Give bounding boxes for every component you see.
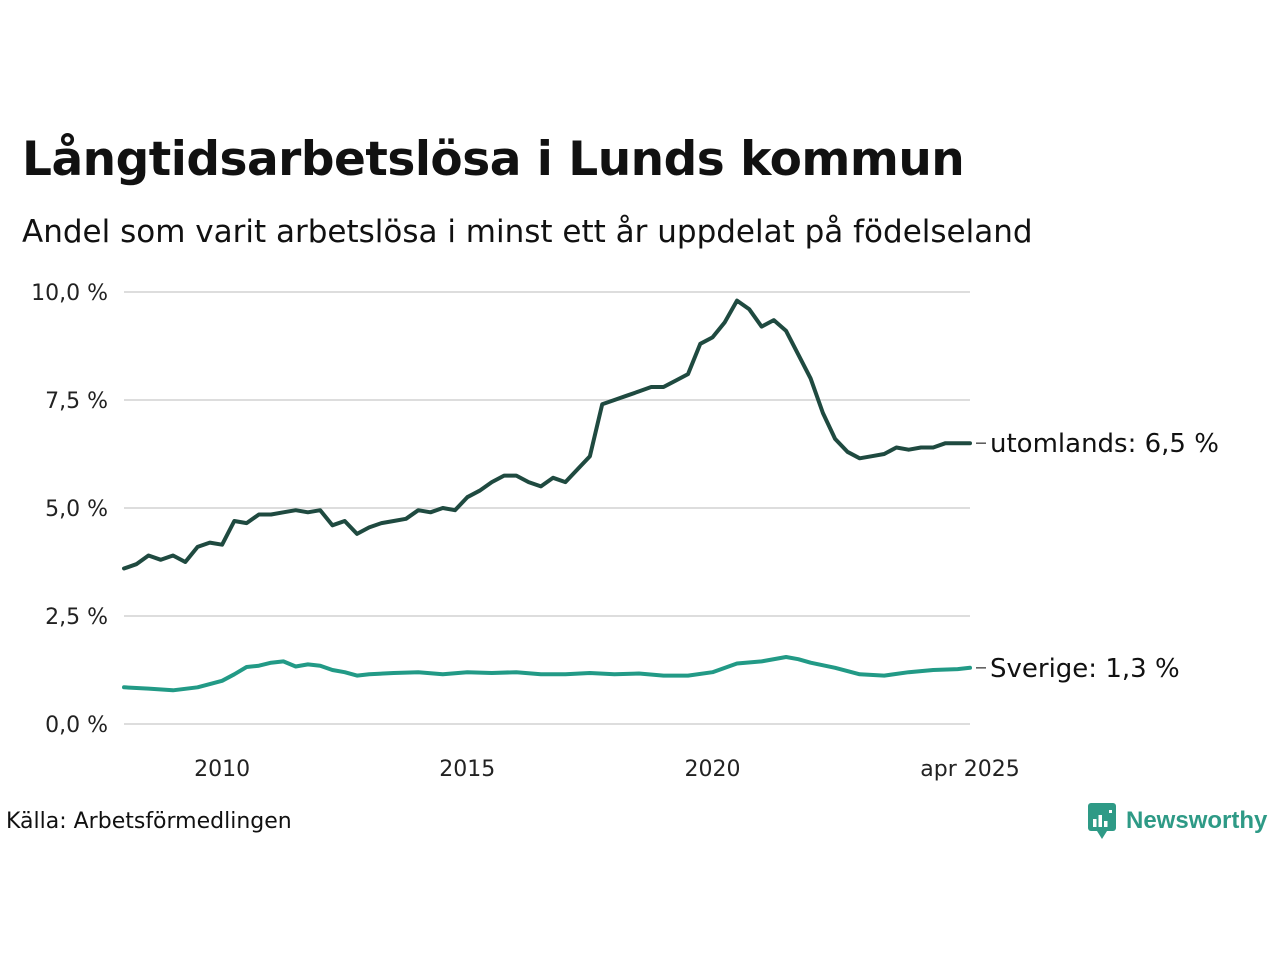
x-axis: 2010 2015 2020 apr 2025 — [194, 757, 1020, 782]
series-end-label-1: Sverige: 1,3 % — [990, 654, 1180, 684]
source-note: Källa: Arbetsförmedlingen — [6, 809, 292, 834]
x-tick-label: 2010 — [194, 757, 250, 782]
y-tick-label: 10,0 % — [31, 281, 108, 306]
brand-logo: Newsworthy — [1088, 803, 1267, 839]
newsworthy-logo-icon — [1088, 803, 1116, 839]
x-tick-label: 2020 — [685, 757, 741, 782]
chart-title: Långtidsarbetslösa i Lunds kommun — [22, 132, 965, 187]
y-axis: 0,0 % 2,5 % 5,0 % 7,5 % 10,0 % — [31, 281, 108, 738]
series-line-0 — [122, 298, 972, 571]
line-chart: 0,0 % 2,5 % 5,0 % 7,5 % 10,0 % 2010 2015 2020 a… — [31, 281, 1219, 782]
series-lines — [122, 298, 972, 693]
series-end-label-0: utomlands: 6,5 % — [990, 429, 1219, 459]
y-tick-label: 2,5 % — [45, 605, 108, 630]
x-tick-label: apr 2025 — [920, 757, 1019, 782]
series-line-1 — [122, 655, 972, 693]
y-tick-label: 5,0 % — [45, 497, 108, 522]
chart-subtitle: Andel som varit arbetslösa i minst ett å… — [22, 214, 1033, 250]
y-tick-label: 7,5 % — [45, 389, 108, 414]
brand-name: Newsworthy — [1126, 807, 1268, 834]
series-end-labels: utomlands: 6,5 % Sverige: 1,3 % — [976, 429, 1219, 684]
y-tick-label: 0,0 % — [45, 713, 108, 738]
x-tick-label: 2015 — [439, 757, 495, 782]
gridlines — [124, 291, 970, 725]
